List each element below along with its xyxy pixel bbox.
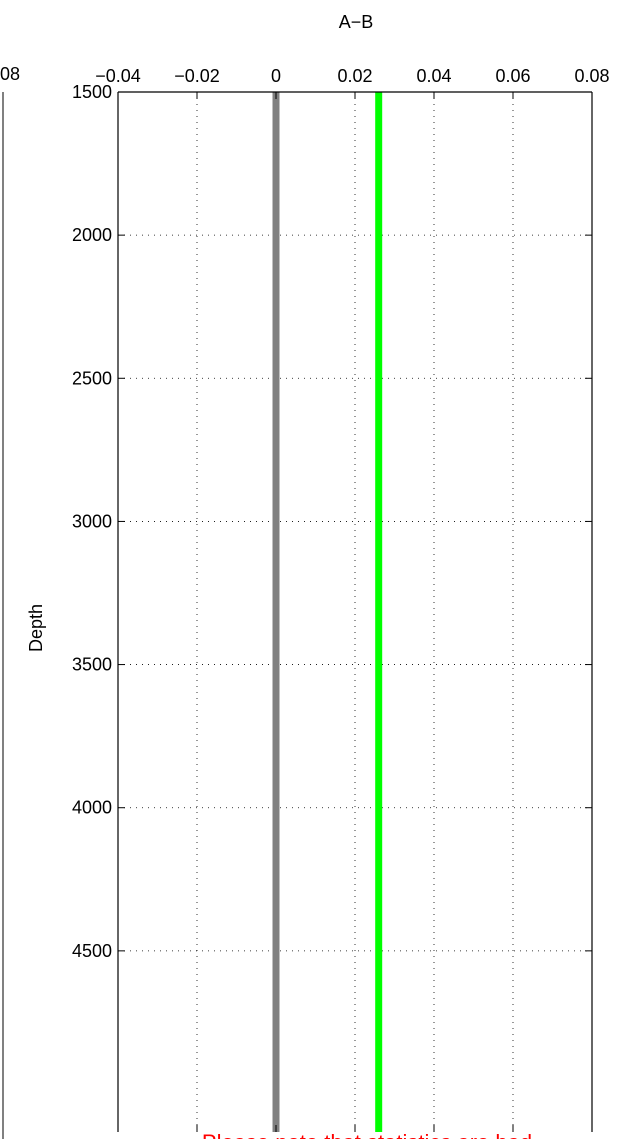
chart-title: A−B bbox=[339, 12, 374, 32]
x-tick-label: −0.02 bbox=[174, 66, 220, 86]
y-tick-label: 4500 bbox=[72, 941, 112, 961]
y-tick-label: 2000 bbox=[72, 225, 112, 245]
partial-left-panel: 08 bbox=[0, 64, 20, 1139]
x-tick-label: −0.04 bbox=[95, 66, 141, 86]
y-tick-labels: 1500 2000 2500 3000 3500 4000 4500 bbox=[72, 82, 112, 961]
y-tick-label: 2500 bbox=[72, 368, 112, 388]
x-tick-labels: −0.04 −0.02 0 0.02 0.04 0.06 0.08 bbox=[95, 66, 609, 86]
series-layer bbox=[272, 92, 383, 1132]
axes bbox=[117, 91, 593, 1132]
partial-left-tick-label: 08 bbox=[0, 64, 20, 84]
x-tick-label: 0.04 bbox=[416, 66, 451, 86]
x-tick-label: 0.06 bbox=[495, 66, 530, 86]
grid bbox=[118, 92, 592, 1132]
x-tick-label: 0.02 bbox=[337, 66, 372, 86]
y-tick-label: 4000 bbox=[72, 798, 112, 818]
y-tick-label: 1500 bbox=[72, 82, 112, 102]
x-tick-label: 0 bbox=[271, 66, 281, 86]
statistics-warning: Please note that statistics are bad bbox=[202, 1130, 532, 1139]
y-axis-label: Depth bbox=[26, 604, 46, 652]
y-tick-label: 3000 bbox=[72, 511, 112, 531]
y-tick-label: 3500 bbox=[72, 655, 112, 675]
x-tick-label: 0.08 bbox=[574, 66, 609, 86]
